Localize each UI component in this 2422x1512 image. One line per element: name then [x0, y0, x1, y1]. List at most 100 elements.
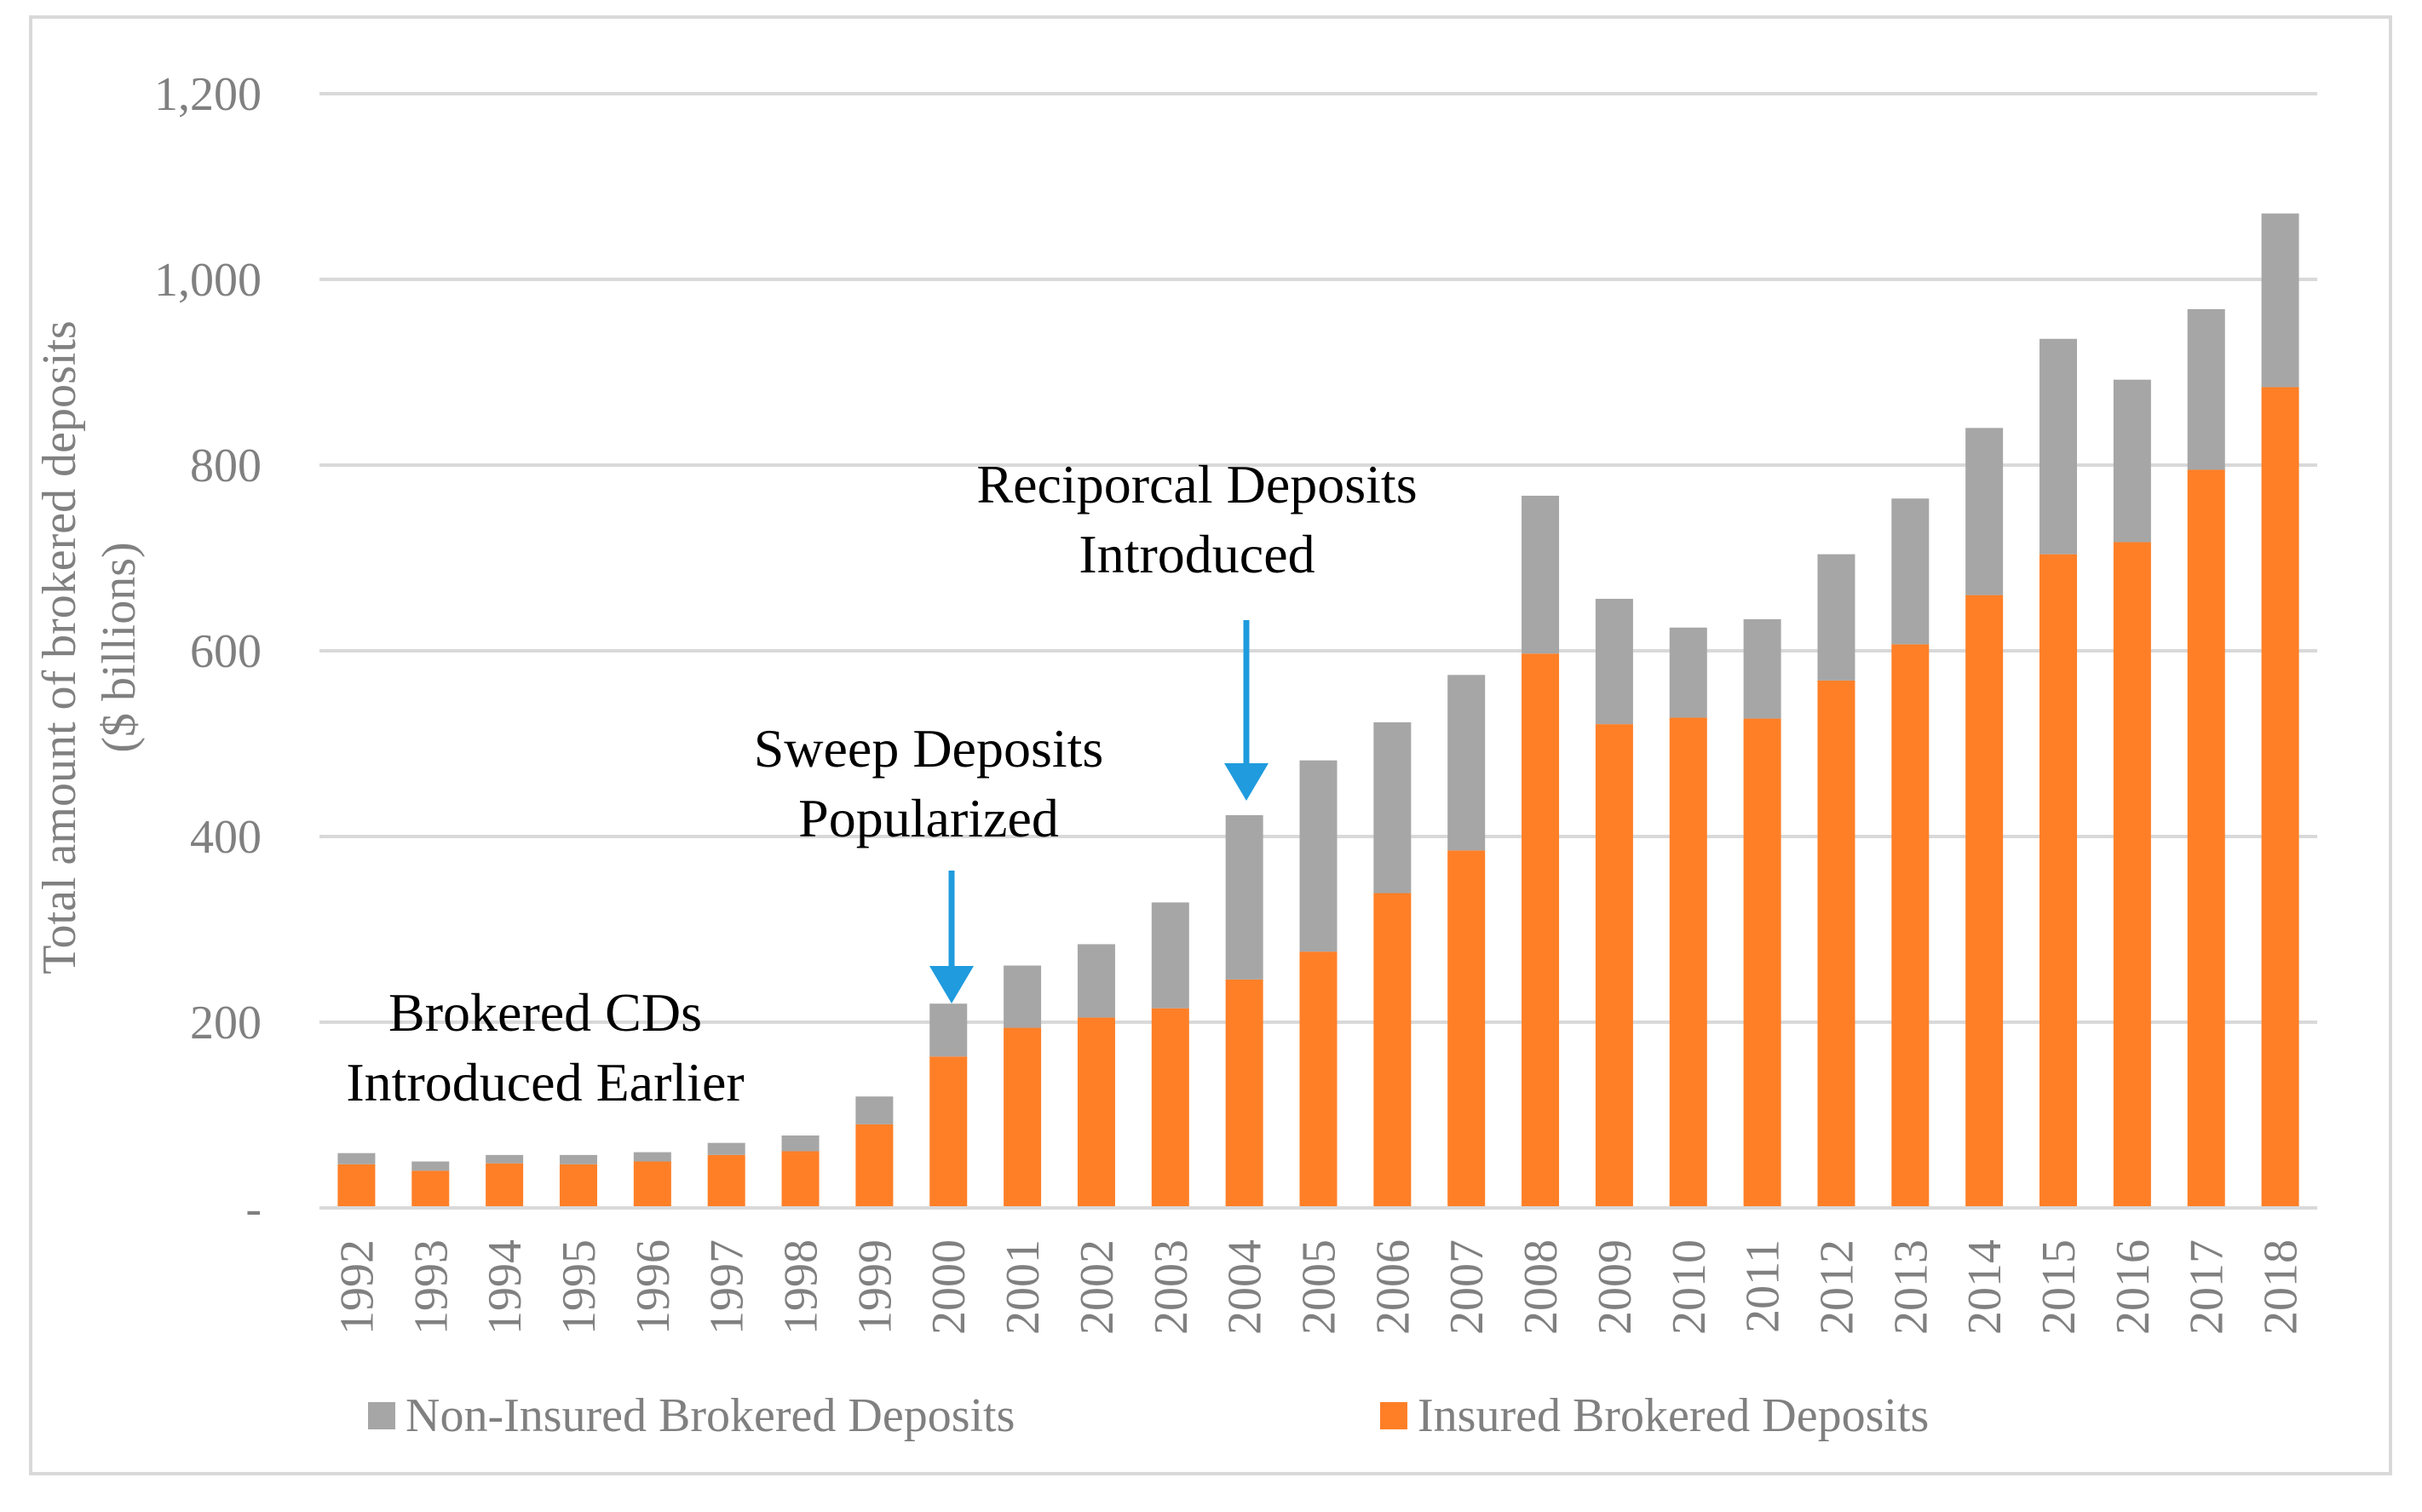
x-tick-label: 2015: [2033, 1239, 2085, 1335]
bar-insured: [1595, 724, 1633, 1208]
annotation-label: Introduced Earlier: [346, 1052, 744, 1112]
bar-insured: [1373, 893, 1412, 1208]
x-tick-label: 2008: [1515, 1239, 1568, 1335]
bar-insured: [559, 1164, 597, 1208]
bar-insured: [1004, 1027, 1042, 1208]
x-tick-label: 2009: [1589, 1239, 1642, 1335]
x-tick-label: 2007: [1441, 1239, 1493, 1335]
bar-insured: [1151, 1008, 1189, 1208]
bar-non-insured: [2261, 213, 2299, 388]
x-tick-label: 2013: [1884, 1239, 1937, 1335]
legend-swatch: [1380, 1402, 1407, 1429]
y-axis-title: ($ billions): [93, 542, 146, 752]
bar-non-insured: [1373, 722, 1412, 894]
bar-insured: [781, 1151, 820, 1208]
y-tick-label: 600: [190, 625, 262, 678]
legend-swatch: [368, 1402, 395, 1429]
legend-label: Non-Insured Brokered Deposits: [406, 1389, 1015, 1442]
bar-insured: [633, 1161, 671, 1208]
bar-insured: [1299, 951, 1338, 1208]
y-tick-label: 800: [190, 440, 262, 492]
bar-non-insured: [1595, 598, 1633, 725]
annotations: Brokered CDs Introduced Earlier Sweep Depo…: [346, 454, 1417, 1112]
bar-non-insured: [1151, 902, 1189, 1009]
legend-label: Insured Brokered Deposits: [1418, 1389, 1929, 1442]
bar-insured: [855, 1124, 894, 1208]
bar-non-insured: [781, 1135, 820, 1152]
bar-insured: [337, 1164, 376, 1208]
x-tick-label: 2016: [2107, 1239, 2160, 1335]
annotation-arrowhead: [1224, 763, 1269, 801]
bar-insured: [1817, 680, 1855, 1208]
bar-non-insured: [486, 1154, 524, 1164]
bar-insured: [2113, 542, 2151, 1208]
y-tick-label: 1,200: [154, 68, 262, 121]
bar-non-insured: [2113, 379, 2151, 543]
bar-non-insured: [1077, 944, 1115, 1018]
bar-insured: [1077, 1017, 1115, 1208]
bar-insured: [1522, 653, 1560, 1208]
bar-non-insured: [855, 1096, 894, 1124]
y-tick-label: 1,000: [154, 254, 262, 307]
bar-non-insured: [1965, 428, 2004, 595]
y-tick-label: -: [245, 1182, 262, 1235]
bar-non-insured: [1743, 618, 1781, 719]
bar-insured: [486, 1163, 524, 1208]
annotation-label: Sweep Deposits: [754, 718, 1104, 779]
bar-insured: [411, 1170, 450, 1208]
x-tick-label: 2018: [2255, 1239, 2308, 1335]
x-tick-label: 2003: [1145, 1239, 1198, 1335]
bar-non-insured: [1669, 627, 1707, 718]
bar-insured: [2039, 554, 2078, 1208]
bar-non-insured: [559, 1154, 597, 1164]
axes: - 200 400 600 800 1,000 1,200 1992 1993 1994 1995 1…: [33, 68, 2317, 1335]
bar-non-insured: [633, 1152, 671, 1162]
bar-non-insured: [707, 1142, 745, 1155]
x-tick-label: 2011: [1737, 1239, 1790, 1333]
annotation-label: Introduced: [1079, 524, 1315, 584]
bar-insured: [707, 1154, 745, 1208]
x-tick-label: 2010: [1663, 1239, 1716, 1335]
x-tick-label: 1993: [405, 1239, 457, 1335]
x-tick-label: 2006: [1366, 1239, 1419, 1335]
annotation-label: Brokered CDs: [388, 982, 702, 1043]
bar-non-insured: [337, 1153, 376, 1164]
x-tick-label: 1994: [479, 1239, 532, 1335]
bar-insured: [1743, 718, 1781, 1208]
annotation-label: Reciporcal Deposits: [976, 454, 1417, 515]
bar-insured: [1669, 717, 1707, 1208]
x-tick-label: 1995: [553, 1239, 606, 1335]
x-tick-label: 2005: [1293, 1239, 1346, 1335]
x-tick-label: 2000: [923, 1239, 975, 1335]
bar-insured: [1225, 979, 1263, 1208]
bars: [337, 213, 2299, 1208]
x-tick-label: 2012: [1810, 1239, 1863, 1335]
bar-non-insured: [2187, 308, 2225, 470]
bar-insured: [929, 1056, 968, 1208]
bar-non-insured: [1447, 675, 1486, 851]
bar-non-insured: [929, 1003, 968, 1057]
bar-insured: [1891, 644, 1930, 1208]
x-tick-label: 1996: [627, 1239, 680, 1335]
annotation-arrowhead: [929, 966, 974, 1003]
x-tick-label: 2001: [997, 1239, 1050, 1335]
legend: Non-Insured Brokered Deposits Insured Bro…: [368, 1389, 1929, 1442]
bar-non-insured: [1225, 814, 1263, 980]
x-tick-label: 1992: [331, 1239, 383, 1335]
bar-non-insured: [1522, 495, 1560, 654]
bar-insured: [2187, 469, 2225, 1208]
bar-non-insured: [411, 1161, 450, 1171]
bar-non-insured: [1817, 554, 1855, 681]
x-tick-label: 1998: [775, 1239, 828, 1335]
bar-insured: [2261, 387, 2299, 1208]
x-tick-label: 2017: [2181, 1239, 2234, 1335]
x-tick-label: 1999: [849, 1239, 901, 1335]
bar-non-insured: [1004, 965, 1042, 1028]
y-axis-title: Total amount of brokered deposits: [33, 320, 86, 974]
bar-non-insured: [2039, 338, 2078, 555]
x-tick-label: 2002: [1071, 1239, 1124, 1335]
bar-non-insured: [1891, 498, 1930, 645]
y-tick-label: 200: [190, 997, 262, 1049]
